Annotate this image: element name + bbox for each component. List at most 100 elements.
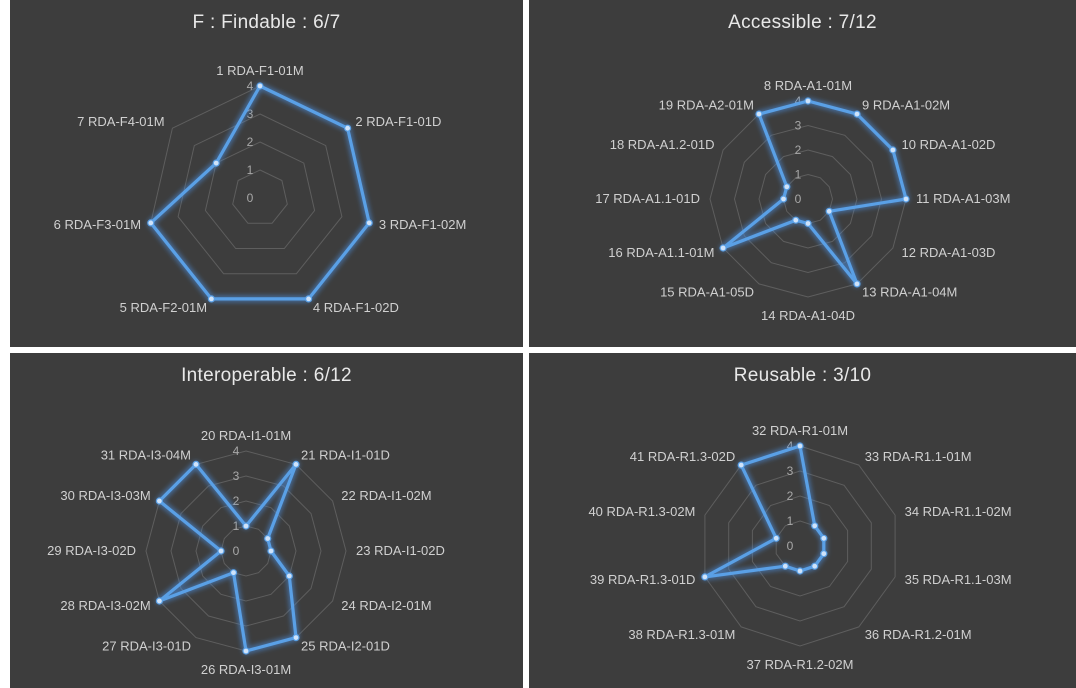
findable-tick-label: 1	[247, 163, 254, 177]
accessible-grid-ring-3	[733, 124, 883, 274]
interoperable-category-label: 22 RDA-I1-02M	[341, 488, 431, 503]
interoperable-data-point	[292, 634, 300, 642]
interoperable-chart-title: Interoperable : 6/12	[181, 365, 352, 386]
accessible-series-glow	[719, 97, 910, 288]
accessible-data-point	[755, 110, 763, 118]
accessible-tick-label: 2	[795, 143, 802, 157]
interoperable-category-label: 27 RDA-I3-01D	[102, 638, 191, 653]
reusable-category-label: 41 RDA-R1.3-02D	[630, 449, 736, 464]
interoperable-category-label: 30 RDA-I3-03M	[60, 488, 150, 503]
findable-tick-label: 0	[247, 191, 254, 205]
accessible-category-label: 12 RDA-A1-03D	[902, 245, 996, 260]
accessible-data-point	[779, 195, 788, 203]
interoperable-data-point	[242, 522, 250, 530]
reusable-category-label: 36 RDA-R1.2-01M	[865, 627, 972, 642]
findable-category-label: 6 RDA-F3-01M	[54, 217, 141, 232]
findable-category-label: 1 RDA-F1-01M	[216, 63, 303, 78]
interoperable-data-point	[267, 547, 275, 555]
accessible-data-point	[902, 195, 910, 203]
reusable-data-point	[701, 573, 709, 581]
interoperable-category-label: 26 RDA-I3-01M	[201, 662, 291, 677]
interoperable-category-label: 24 RDA-I2-01M	[341, 598, 431, 613]
reusable-tick-label: 3	[787, 464, 794, 478]
interoperable-tick-label: 0	[233, 544, 240, 558]
accessible-data-point	[889, 146, 897, 154]
reusable-category-label: 38 RDA-R1.3-01M	[628, 627, 735, 642]
reusable-category-label: 33 RDA-R1.1-01M	[865, 449, 972, 464]
accessible-data-point	[719, 244, 727, 252]
findable-chart-title: F : Findable : 6/7	[192, 12, 341, 33]
reusable-tick-label: 0	[787, 539, 794, 553]
reusable-grid-ring-4	[704, 445, 896, 647]
accessible-category-label: 11 RDA-A1-03M	[916, 191, 1010, 206]
interoperable-data-point	[192, 460, 200, 469]
interoperable-category-label: 28 RDA-I3-02M	[60, 598, 150, 613]
interoperable-category-label: 31 RDA-I3-04M	[101, 448, 191, 463]
reusable-tick-label: 2	[787, 489, 794, 503]
interoperable-data-point	[285, 572, 293, 580]
accessible-category-label: 16 RDA-A1.1-01M	[608, 245, 714, 260]
findable-data-point	[344, 124, 352, 132]
reusable-category-label: 40 RDA-R1.3-02M	[588, 504, 695, 519]
accessible-chart-title: Accessible : 7/12	[728, 12, 877, 33]
reusable-data-point	[781, 562, 789, 570]
interoperable-data-point	[229, 569, 238, 577]
reusable-category-label: 35 RDA-R1.1-03M	[905, 572, 1012, 587]
reusable-data-point	[811, 562, 819, 570]
interoperable-data-point	[217, 547, 225, 555]
accessible-data-point	[853, 110, 861, 118]
interoperable-grid-ring-1	[220, 525, 272, 577]
interoperable-category-label: 23 RDA-I1-02D	[356, 543, 445, 558]
interoperable-category-label: 25 RDA-I2-01D	[301, 638, 390, 653]
accessible-category-label: 14 RDA-A1-04D	[761, 308, 855, 323]
interoperable-radar-panel: Interoperable : 6/12 0 1 2 3 4 20 RDA-I1-01M 2…	[10, 353, 523, 688]
findable-radar-chart: 0 1 2 3 41 RDA-F1-01M 2 RDA-F1-01D 3 RDA-F1-02…	[54, 63, 467, 315]
accessible-grid-ring-2	[758, 149, 858, 249]
reusable-category-label: 39 RDA-R1.3-01D	[590, 572, 696, 587]
reusable-data-point	[737, 461, 745, 469]
interoperable-data-point	[264, 534, 272, 543]
accessible-data-point	[804, 97, 812, 105]
reusable-data-point	[820, 550, 828, 558]
findable-grid-ring-3	[177, 113, 343, 275]
accessible-category-label: 17 RDA-A1.1-01D	[595, 191, 700, 206]
findable-category-label: 5 RDA-F2-01M	[120, 300, 207, 315]
accessible-category-label: 18 RDA-A1.2-01D	[610, 137, 715, 152]
findable-grid-ring-1	[232, 169, 288, 224]
findable-tick-label: 3	[247, 107, 254, 121]
interoperable-data-point	[155, 497, 163, 505]
findable-category-label: 4 RDA-F1-02D	[313, 300, 399, 315]
findable-data-point	[207, 295, 215, 303]
reusable-radar-panel: Reusable : 3/10 0 1 2 3 4 32 RDA-R1-01M 33 RDA…	[529, 353, 1076, 688]
accessible-category-label: 13 RDA-A1-04M	[862, 285, 957, 300]
interoperable-category-label: 20 RDA-I1-01M	[201, 428, 291, 443]
findable-data-point	[365, 219, 373, 227]
findable-category-label: 7 RDA-F4-01M	[77, 114, 164, 129]
interoperable-radar-chart: 0 1 2 3 420 RDA-I1-01M 21 RDA-I1-01D 22 RDA-I1…	[47, 428, 445, 677]
reusable-data-point	[796, 567, 804, 575]
accessible-data-point	[804, 219, 812, 228]
accessible-data-point	[853, 280, 861, 288]
reusable-data-point	[820, 534, 828, 542]
accessible-tick-label: 0	[795, 192, 802, 206]
findable-data-point	[147, 219, 155, 227]
findable-data-point	[305, 295, 313, 303]
reusable-data-point	[772, 534, 780, 542]
reusable-grid-ring-2	[751, 495, 849, 597]
findable-data-point	[256, 82, 264, 90]
reusable-chart-title: Reusable : 3/10	[733, 365, 872, 386]
interoperable-category-label: 21 RDA-I1-01D	[301, 448, 390, 463]
accessible-category-label: 9 RDA-A1-02M	[862, 98, 950, 113]
interoperable-tick-label: 1	[233, 519, 240, 533]
findable-category-label: 2 RDA-F1-01D	[355, 114, 441, 129]
accessible-category-label: 19 RDA-A2-01M	[659, 98, 754, 113]
reusable-category-label: 34 RDA-R1.1-02M	[905, 504, 1012, 519]
interoperable-data-point	[292, 460, 300, 469]
reusable-category-label: 32 RDA-R1-01M	[752, 423, 848, 438]
accessible-tick-label: 3	[795, 119, 802, 133]
